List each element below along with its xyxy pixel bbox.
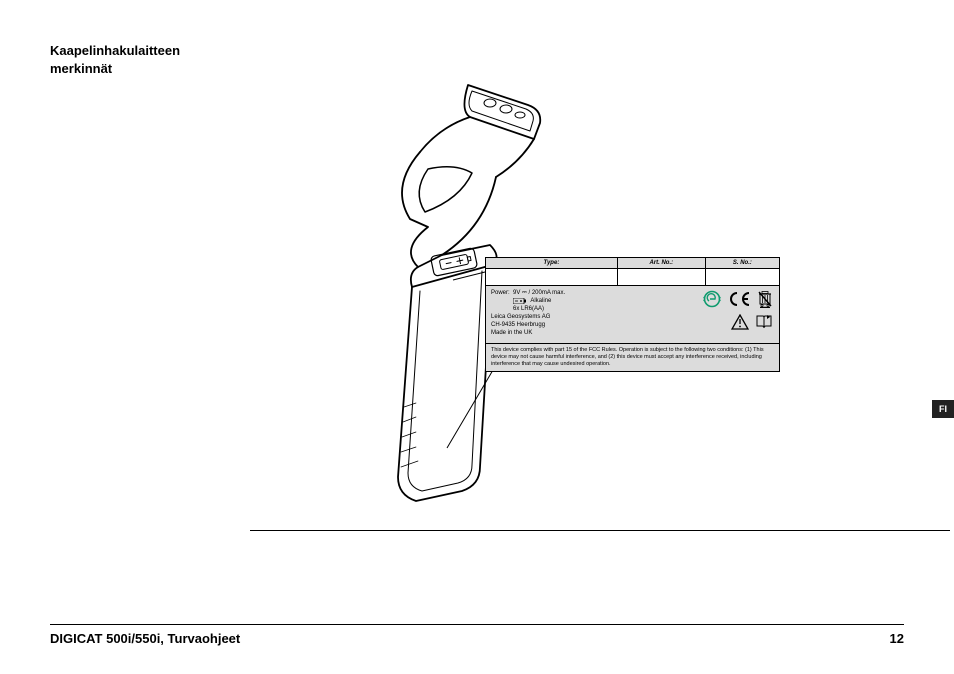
battery-type: Alkaline — [530, 298, 551, 304]
label-empty-row — [486, 269, 779, 285]
label-header-artno: Art. No.: — [618, 258, 706, 268]
made-in: Made in the UK — [491, 329, 774, 337]
warning-icons-row — [731, 314, 773, 330]
manual-icon — [755, 314, 773, 330]
page-heading: Kaapelinhakulaitteen merkinnät — [50, 42, 250, 77]
ce-mark-icon — [727, 291, 751, 307]
label-header-type: Type: — [486, 258, 618, 268]
footer-page-number: 12 — [890, 631, 904, 646]
fcc-statement: This device complies with part 15 of the… — [486, 343, 779, 371]
product-label: Type: Art. No.: S. No.: Power: 9V ⎓ / 20… — [485, 257, 780, 372]
page-footer: DIGICAT 500i/550i, Turvaohjeet 12 — [50, 624, 904, 646]
heading-line1: Kaapelinhakulaitteen — [50, 42, 250, 60]
cert-icons-row — [703, 290, 773, 308]
heading-line2: merkinnät — [50, 60, 250, 78]
green-e-icon — [703, 290, 721, 308]
battery-icon — [513, 298, 527, 304]
label-header-sno: S. No.: — [706, 258, 779, 268]
footer-title: DIGICAT 500i/550i, Turvaohjeet — [50, 631, 240, 646]
label-header-row: Type: Art. No.: S. No.: — [486, 258, 779, 269]
language-tab: FI — [932, 400, 954, 418]
weee-bin-icon — [757, 290, 773, 308]
power-label: Power: — [491, 290, 510, 296]
section-divider — [250, 530, 950, 531]
label-body: Power: 9V ⎓ / 200mA max. Alkaline 6x LR6… — [486, 285, 779, 343]
power-value: 9V ⎓ / 200mA max. — [513, 290, 565, 296]
warning-triangle-icon — [731, 314, 749, 330]
